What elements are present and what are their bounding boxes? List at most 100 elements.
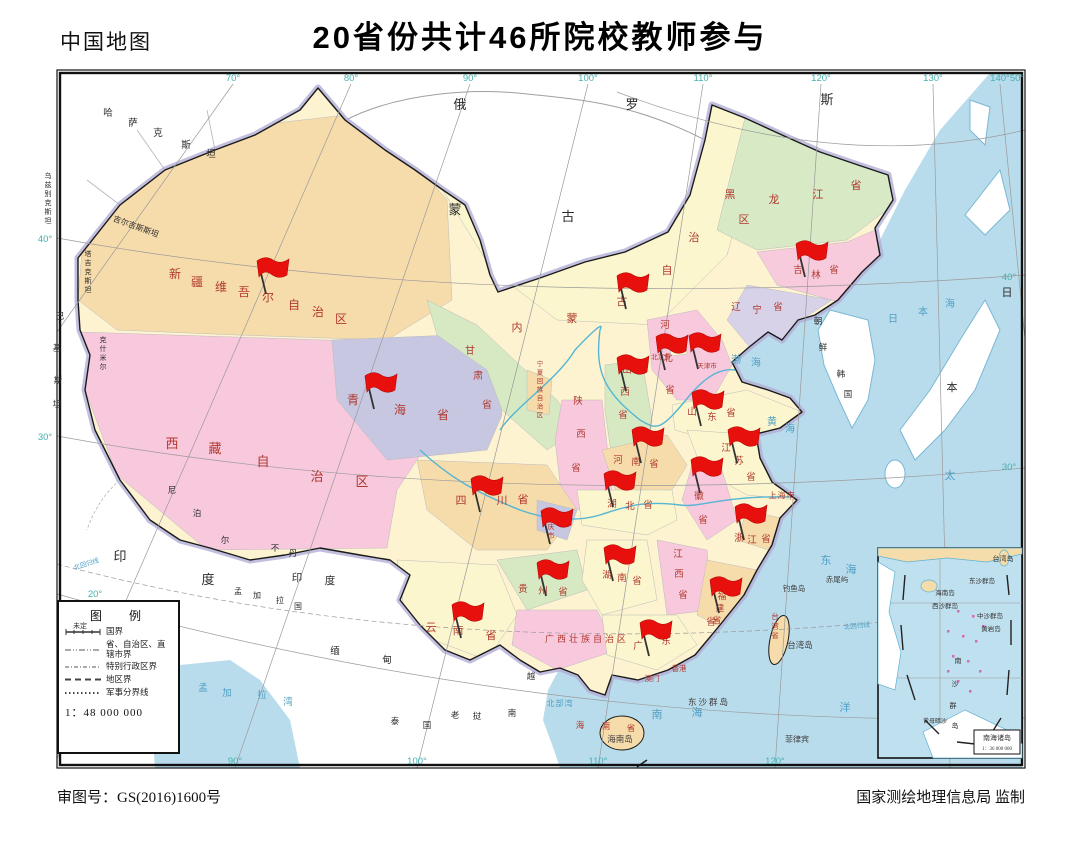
axis-label-70°-0: 70° (226, 73, 241, 84)
axis-label-120°-12: 120° (765, 756, 785, 767)
shaanxi-label: 陕 (573, 395, 583, 407)
xinjiang-label: 吾 (238, 285, 250, 299)
tajikistan-label: 坦 (85, 285, 92, 294)
neimenggu-label: 蒙 (567, 312, 578, 325)
liaoning-label: 辽 (731, 301, 741, 313)
region-border-symbol (65, 678, 101, 681)
pacific-label: 太 (945, 469, 956, 482)
henan-label: 河 (613, 454, 623, 466)
axis-label-90°-2: 90° (463, 73, 478, 84)
taiwan-label: 台 (771, 611, 779, 621)
fujian-label: 建 (716, 603, 725, 613)
axis-label-130°-6: 130° (923, 73, 943, 84)
axis-label-50°-8: 50° (1010, 73, 1025, 84)
xinjiang-label: 新 (169, 266, 181, 281)
inset-zhongsha: 中沙群岛 (977, 611, 1003, 620)
southsea-label: 海 (692, 705, 703, 719)
jiangsu-label: 苏 (734, 455, 744, 467)
gansu-label: 肃 (473, 370, 483, 382)
pakistan-label: 斯 (54, 375, 63, 385)
pakistan-label: 基 (53, 343, 62, 353)
sakhalin (969, 99, 991, 147)
shanghai-label: 上海市 (769, 490, 796, 500)
russia-label: 俄 (453, 97, 466, 112)
bohai-label: 渤 (731, 353, 741, 366)
guizhou-label: 贵 (518, 583, 528, 595)
nkorea-label: 朝 (814, 316, 823, 326)
bangladesh-label: 拉 (276, 595, 284, 605)
axis-label-80°-1: 80° (344, 73, 359, 84)
japan-label: 本 (947, 380, 958, 394)
shandong-label: 山 (687, 407, 697, 418)
kazakhstan-label: 哈 (103, 107, 113, 119)
legend-row-sar: 特别行政区界 (65, 662, 172, 672)
hainan-island (599, 715, 645, 751)
legend-scale: 1：48 000 000 (65, 706, 143, 719)
map-labels: 新疆维吾尔自治区西 藏自治 区青海 省甘肃省宁夏回族自治区内蒙古自治区黑龙江省吉林省辽… (45, 92, 1013, 744)
inset-dongsha: 东沙群岛 (969, 576, 995, 585)
shandong-label: 省 (726, 407, 736, 419)
axis-label-100°-10: 100° (407, 756, 427, 767)
japansea-label: 海 (945, 297, 955, 310)
ningxia-label: 族 (537, 385, 544, 394)
uzbekistan-label: 乌 (45, 171, 52, 180)
guangxi-label: 广西壮族自治区 (545, 633, 629, 644)
inset-xisha: 西沙群岛 (932, 601, 958, 610)
taiwan-label: 湾 (771, 621, 779, 631)
axis-labels: 70° 80° 90° 100° 110° 120° 130° 140° 50° 90° 100° 1… (38, 73, 1025, 767)
vietnam-label: 越 (527, 671, 536, 681)
inset-scale: 1：36 000 000 (982, 747, 1013, 752)
bengal-label: 孟 (198, 683, 208, 694)
xinjiang-label: 自 (288, 298, 300, 312)
bengal-label: 加 (222, 688, 232, 699)
beibuwan-label: 北部湾 (547, 698, 574, 708)
legend-title: 图 例 (89, 609, 153, 623)
axis-label-40°-13: 40° (1002, 272, 1017, 283)
skorea-label: 国 (844, 389, 853, 399)
japan-hokkaido (964, 168, 1011, 236)
hunan-label: 省 (632, 575, 642, 587)
chongqing-label: 庆 (548, 522, 555, 531)
japan-kyushu (884, 459, 906, 489)
bohai-label: 海 (751, 356, 761, 369)
ningxia-label: 夏 (537, 369, 544, 377)
nepal-label: 尼 (168, 485, 177, 495)
axis-label-100°-3: 100° (578, 73, 598, 84)
japan-label: 日 (1002, 287, 1013, 299)
hebei-label: 北 (663, 353, 673, 364)
inset-nansha: 群 (950, 701, 957, 710)
bengal-label: 拉 (257, 689, 267, 701)
axis-label-140°-7: 140° (990, 73, 1010, 84)
legend-box: 图 例 未定 国界 省、自治区、直辖市界 特别行政区界 地区界 军事分界线 1：… (57, 600, 180, 754)
sichuan-label: 省 (518, 493, 529, 506)
jiangsu-label: 省 (746, 471, 756, 483)
bhutan-label: 丹 (289, 548, 298, 558)
map-base (57, 70, 1025, 768)
xinjiang-label: 尔 (262, 289, 274, 304)
india-label: 度 (201, 572, 214, 587)
national-border-symbol (65, 628, 101, 635)
liaoning-label: 省 (773, 301, 783, 313)
anhui-label: 徽 (694, 490, 704, 502)
zhejiang-label: 浙 (734, 532, 744, 544)
tajikistan-label: 斯 (85, 276, 92, 285)
gansu-label: 甘 (465, 344, 475, 357)
anhui-label: 省 (698, 514, 708, 526)
bhutan-label: 不 (271, 543, 280, 553)
nepal-label: 尔 (221, 535, 230, 545)
inset-island-dots (947, 610, 985, 693)
eastsea-label: 海 (846, 562, 857, 576)
japansea-label: 日 (888, 314, 898, 325)
japansea-label: 本 (918, 305, 928, 318)
kazakhstan-label: 克 (153, 128, 163, 139)
skorea-label: 韩 (837, 369, 846, 379)
zhejiang-label: 江 (747, 535, 757, 546)
russia-label: 罗 (625, 97, 638, 112)
kashmir-label: 米 (100, 353, 107, 362)
tajikistan-label: 克 (85, 268, 92, 276)
jilin-label: 省 (829, 264, 839, 276)
uzbekistan-label: 别 (45, 189, 52, 198)
hebei-label: 省 (665, 384, 675, 396)
